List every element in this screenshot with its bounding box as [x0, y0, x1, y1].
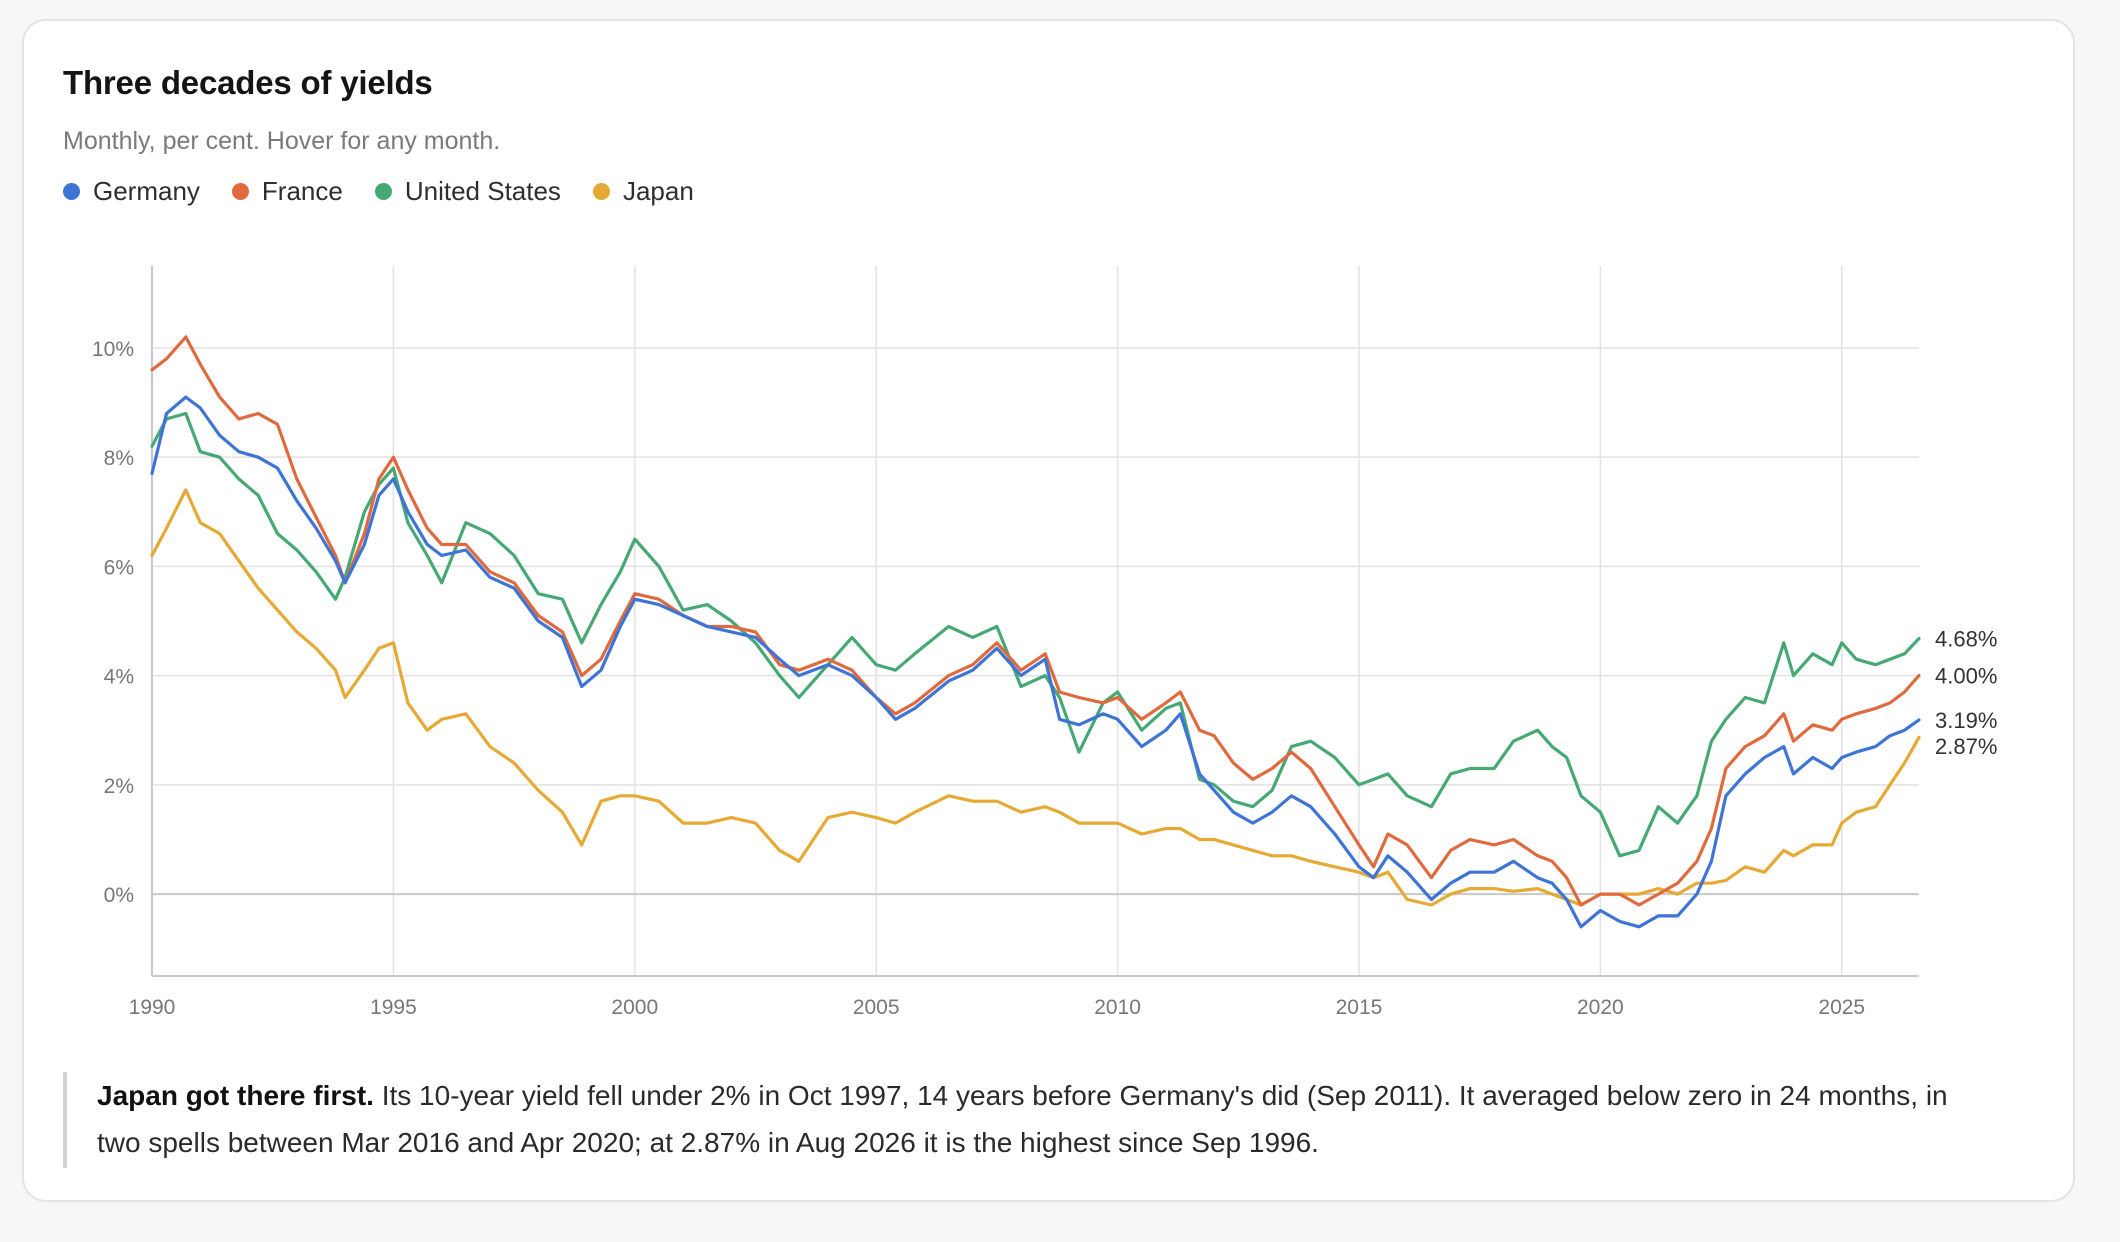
note-body: Its 10-year yield fell under 2% in Oct 1… — [97, 1080, 1948, 1158]
x-tick-label: 2015 — [1336, 996, 1383, 1019]
chart-legend: Germany France United States Japan — [63, 176, 726, 207]
legend-swatch — [592, 183, 610, 200]
x-tick-label: 2025 — [1818, 996, 1865, 1019]
legend-label: France — [261, 176, 343, 206]
y-tick-label: 4% — [104, 666, 134, 689]
note-lead: Japan got there first. — [97, 1080, 374, 1111]
legend-item-france[interactable]: France — [231, 176, 343, 207]
x-tick-label: 2020 — [1577, 996, 1624, 1019]
chart-title: Three decades of yields — [63, 64, 433, 101]
annotation-note: Japan got there first. Its 10-year yield… — [63, 1072, 1983, 1168]
legend-swatch — [63, 183, 80, 200]
x-tick-label: 2005 — [853, 996, 900, 1019]
series-line-france — [150, 335, 1921, 907]
y-tick-label: 8% — [104, 447, 134, 470]
x-tick-label: 1995 — [370, 996, 417, 1019]
x-tick-label: 1990 — [129, 996, 176, 1019]
x-tick-label: 2010 — [1094, 996, 1141, 1019]
end-value-label: 4.68% — [1935, 626, 1997, 651]
end-value-label: 3.19% — [1935, 708, 1997, 733]
end-value-label: 4.00% — [1935, 664, 1997, 689]
y-tick-label: 6% — [104, 556, 134, 579]
legend-label: Japan — [622, 176, 694, 206]
legend-swatch — [231, 183, 249, 200]
series-line-germany — [150, 395, 1921, 929]
series-line-japan — [150, 488, 1921, 907]
series-line-united-states — [150, 411, 1921, 858]
y-tick-label: 2% — [104, 775, 134, 798]
legend-label: United States — [404, 176, 561, 206]
y-tick-label: 10% — [92, 338, 134, 361]
legend-item-germany[interactable]: Germany — [63, 176, 200, 207]
y-tick-label: 0% — [104, 884, 134, 907]
chart-card — [22, 19, 2075, 1202]
legend-item-japan[interactable]: Japan — [592, 176, 694, 207]
x-tick-label: 2000 — [611, 996, 658, 1019]
end-value-label: 2.87% — [1935, 734, 1997, 759]
legend-label: Germany — [93, 176, 200, 206]
legend-swatch — [374, 183, 392, 200]
legend-item-united-states[interactable]: United States — [374, 176, 561, 207]
chart-subtitle: Monthly, per cent. Hover for any month. — [63, 127, 501, 155]
